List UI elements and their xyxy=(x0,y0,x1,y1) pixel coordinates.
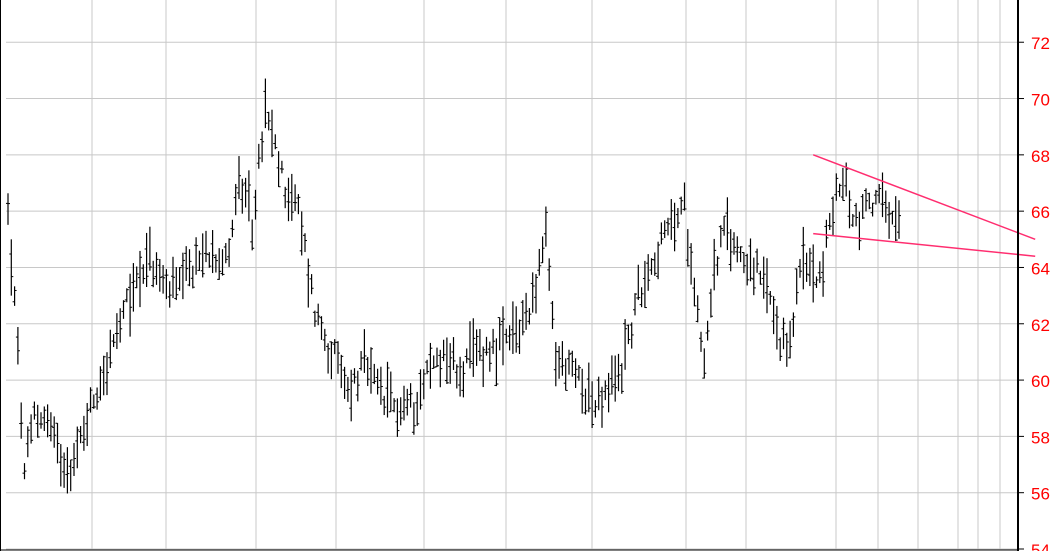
y-tick-label: 60 xyxy=(1031,372,1050,391)
y-tick-label: 64 xyxy=(1031,259,1050,278)
y-tick-label: 66 xyxy=(1031,203,1050,222)
y-tick-label: 72 xyxy=(1031,34,1050,53)
y-tick-label: 70 xyxy=(1031,91,1050,110)
y-tick-label: 62 xyxy=(1031,316,1050,335)
y-tick-label: 68 xyxy=(1031,147,1050,166)
y-tick-label: 54 xyxy=(1031,541,1050,551)
y-tick-label: 56 xyxy=(1031,485,1050,504)
y-tick-label: 58 xyxy=(1031,428,1050,447)
